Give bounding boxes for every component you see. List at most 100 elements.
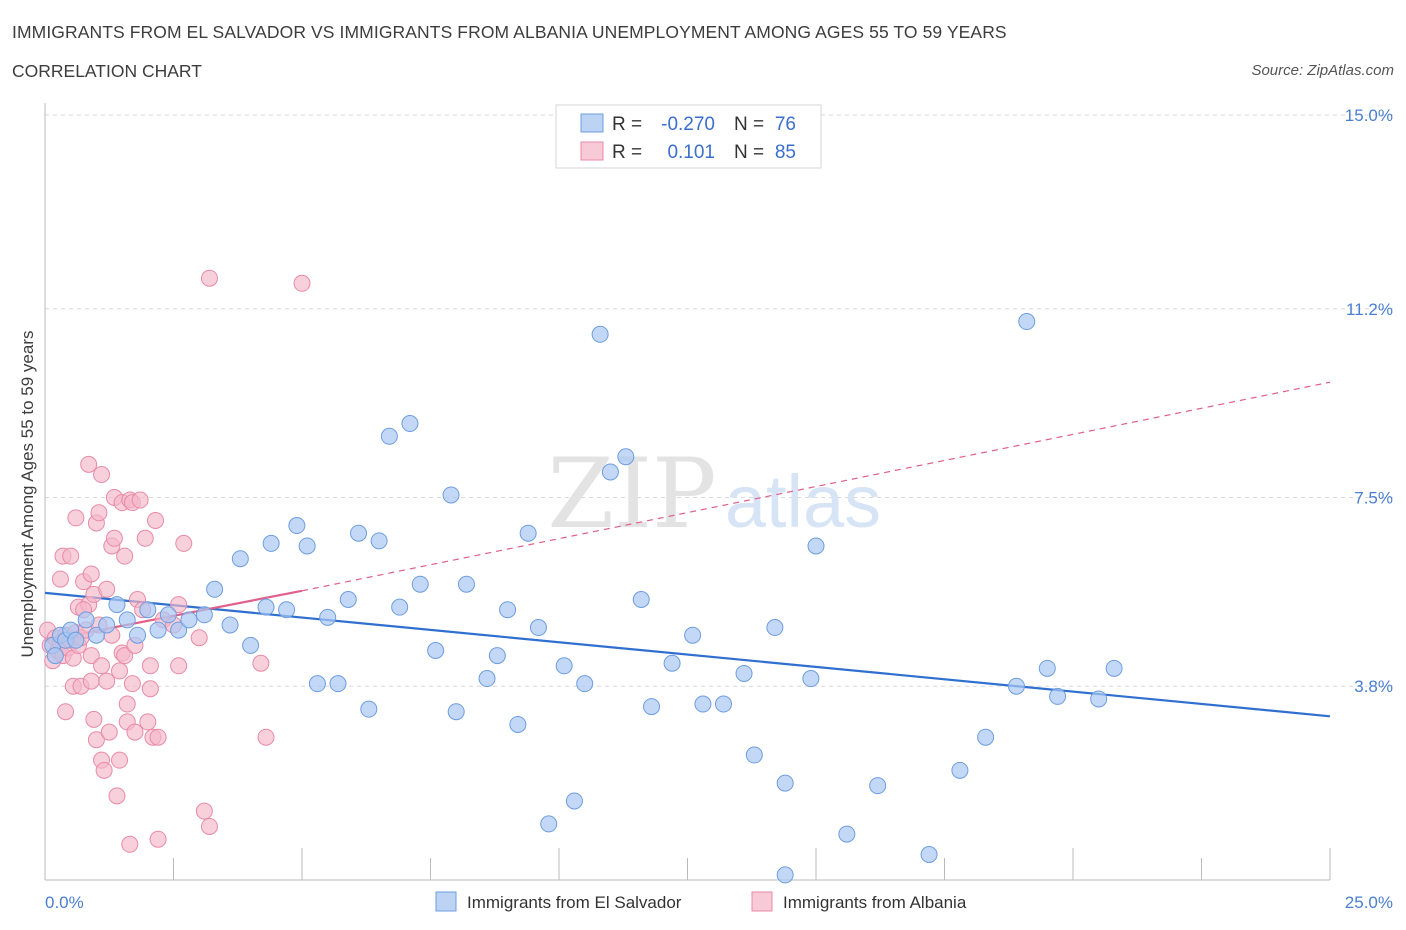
- y-tick-labels: 3.8% 7.5% 11.2% 15.0%: [1345, 106, 1393, 696]
- albania-point-62: [139, 713, 157, 731]
- x-tick-labels: 0.0% 25.0%: [45, 893, 1393, 912]
- stats-blue-swatch: [580, 113, 604, 133]
- el-salvador-point-48: [540, 815, 558, 833]
- legend-pink-label: Immigrants from Albania: [783, 893, 967, 912]
- albania-point-63: [141, 680, 159, 698]
- el-salvador-point-66: [802, 670, 820, 688]
- el-salvador-point-26: [298, 537, 316, 555]
- el-salvador-point-36: [401, 415, 419, 433]
- x-tick-label-min: 0.0%: [45, 893, 84, 912]
- el-salvador-point-78: [1105, 659, 1123, 677]
- el-salvador-point-15: [170, 621, 188, 639]
- y-tick-label-0: 3.8%: [1354, 677, 1393, 696]
- el-salvador-point-10: [118, 611, 136, 629]
- el-salvador-point-60: [714, 695, 732, 713]
- el-salvador-point-47: [529, 619, 547, 637]
- el-salvador-points: [44, 313, 1123, 884]
- legend-blue-swatch: [435, 891, 457, 912]
- y-tick-label-2: 11.2%: [1346, 300, 1393, 319]
- el-salvador-point-43: [488, 647, 506, 665]
- el-salvador-point-29: [329, 675, 347, 693]
- albania-point-36: [95, 761, 113, 779]
- x-tick-label-max: 25.0%: [1345, 893, 1393, 912]
- albania-point-68: [149, 830, 167, 848]
- watermark: ZIP atlas: [547, 438, 881, 550]
- stats-blue-n-label: N =: [734, 114, 764, 135]
- el-salvador-point-35: [391, 598, 409, 616]
- el-salvador-point-1: [46, 647, 64, 665]
- stats-blue-r-label: R =: [612, 114, 642, 135]
- el-salvador-point-42: [478, 670, 496, 688]
- y-axis-label: Unemployment Among Ages 55 to 59 years: [18, 331, 37, 658]
- el-salvador-point-41: [457, 575, 475, 593]
- el-salvador-trend-line: [44, 591, 1331, 718]
- albania-point-79: [293, 274, 311, 292]
- el-salvador-point-56: [643, 698, 661, 716]
- el-salvador-point-49: [555, 657, 573, 675]
- albania-point-35: [93, 657, 111, 675]
- el-salvador-point-27: [308, 675, 326, 693]
- el-salvador-point-73: [1007, 677, 1025, 695]
- stats-pink-swatch: [580, 141, 604, 161]
- stats-pink-n-value: 85: [775, 142, 796, 163]
- albania-point-39: [98, 672, 116, 690]
- stats-pink-r-value: 0.101: [667, 142, 715, 163]
- el-salvador-point-77: [1090, 690, 1108, 708]
- el-salvador-point-59: [694, 695, 712, 713]
- el-salvador-point-22: [257, 598, 275, 616]
- albania-point-78: [257, 728, 275, 746]
- albania-point-38: [98, 580, 116, 598]
- el-salvador-point-57: [663, 654, 681, 672]
- el-salvador-point-7: [87, 626, 105, 644]
- albania-point-74: [195, 802, 213, 820]
- el-salvador-point-16: [180, 611, 198, 629]
- y-tick-label-1: 7.5%: [1354, 489, 1393, 508]
- el-salvador-point-28: [319, 608, 337, 626]
- stats-pink-n-label: N =: [734, 142, 764, 163]
- el-salvador-point-19: [221, 616, 239, 634]
- albania-point-42: [105, 529, 123, 547]
- albania-point-46: [111, 662, 129, 680]
- el-salvador-point-68: [838, 825, 856, 843]
- el-salvador-point-37: [411, 575, 429, 593]
- el-salvador-point-40: [447, 703, 465, 721]
- el-salvador-point-31: [350, 524, 368, 542]
- el-salvador-point-55: [632, 591, 650, 608]
- albania-point-76: [200, 269, 218, 287]
- el-salvador-point-75: [1038, 659, 1056, 677]
- albania-point-71: [170, 657, 188, 675]
- el-salvador-point-17: [195, 606, 213, 624]
- chart-title: IMMIGRANTS FROM EL SALVADOR VS IMMIGRANT…: [12, 22, 1007, 42]
- albania-point-25: [82, 647, 100, 665]
- albania-trend-extension: [301, 381, 1331, 592]
- albania-point-77: [252, 654, 270, 672]
- albania-point-55: [123, 675, 141, 693]
- el-salvador-point-21: [242, 636, 260, 654]
- el-salvador-point-52: [591, 325, 609, 343]
- el-salvador-point-70: [920, 846, 938, 863]
- albania-point-75: [200, 817, 218, 835]
- el-salvador-point-51: [576, 675, 594, 693]
- legend: Immigrants from El Salvador Immigrants f…: [435, 891, 967, 912]
- albania-point-66: [147, 511, 165, 529]
- el-salvador-point-34: [380, 427, 398, 445]
- albania-point-19: [67, 509, 85, 527]
- albania-point-32: [90, 504, 108, 522]
- albania-point-50: [116, 647, 134, 665]
- albania-point-72: [175, 534, 193, 552]
- el-salvador-point-44: [499, 601, 517, 619]
- albania-point-45: [111, 751, 129, 769]
- el-salvador-point-65: [776, 866, 794, 884]
- el-salvador-point-71: [951, 761, 969, 779]
- albania-point-29: [85, 710, 103, 728]
- el-salvador-point-32: [360, 700, 378, 718]
- axes: [44, 103, 1331, 881]
- el-salvador-point-33: [370, 532, 388, 550]
- albania-point-52: [118, 695, 136, 713]
- albania-point-17: [62, 547, 80, 565]
- el-salvador-point-18: [206, 580, 224, 598]
- albania-point-37: [93, 466, 111, 484]
- y-tick-label-3: 15.0%: [1345, 106, 1393, 125]
- el-salvador-point-72: [977, 728, 995, 746]
